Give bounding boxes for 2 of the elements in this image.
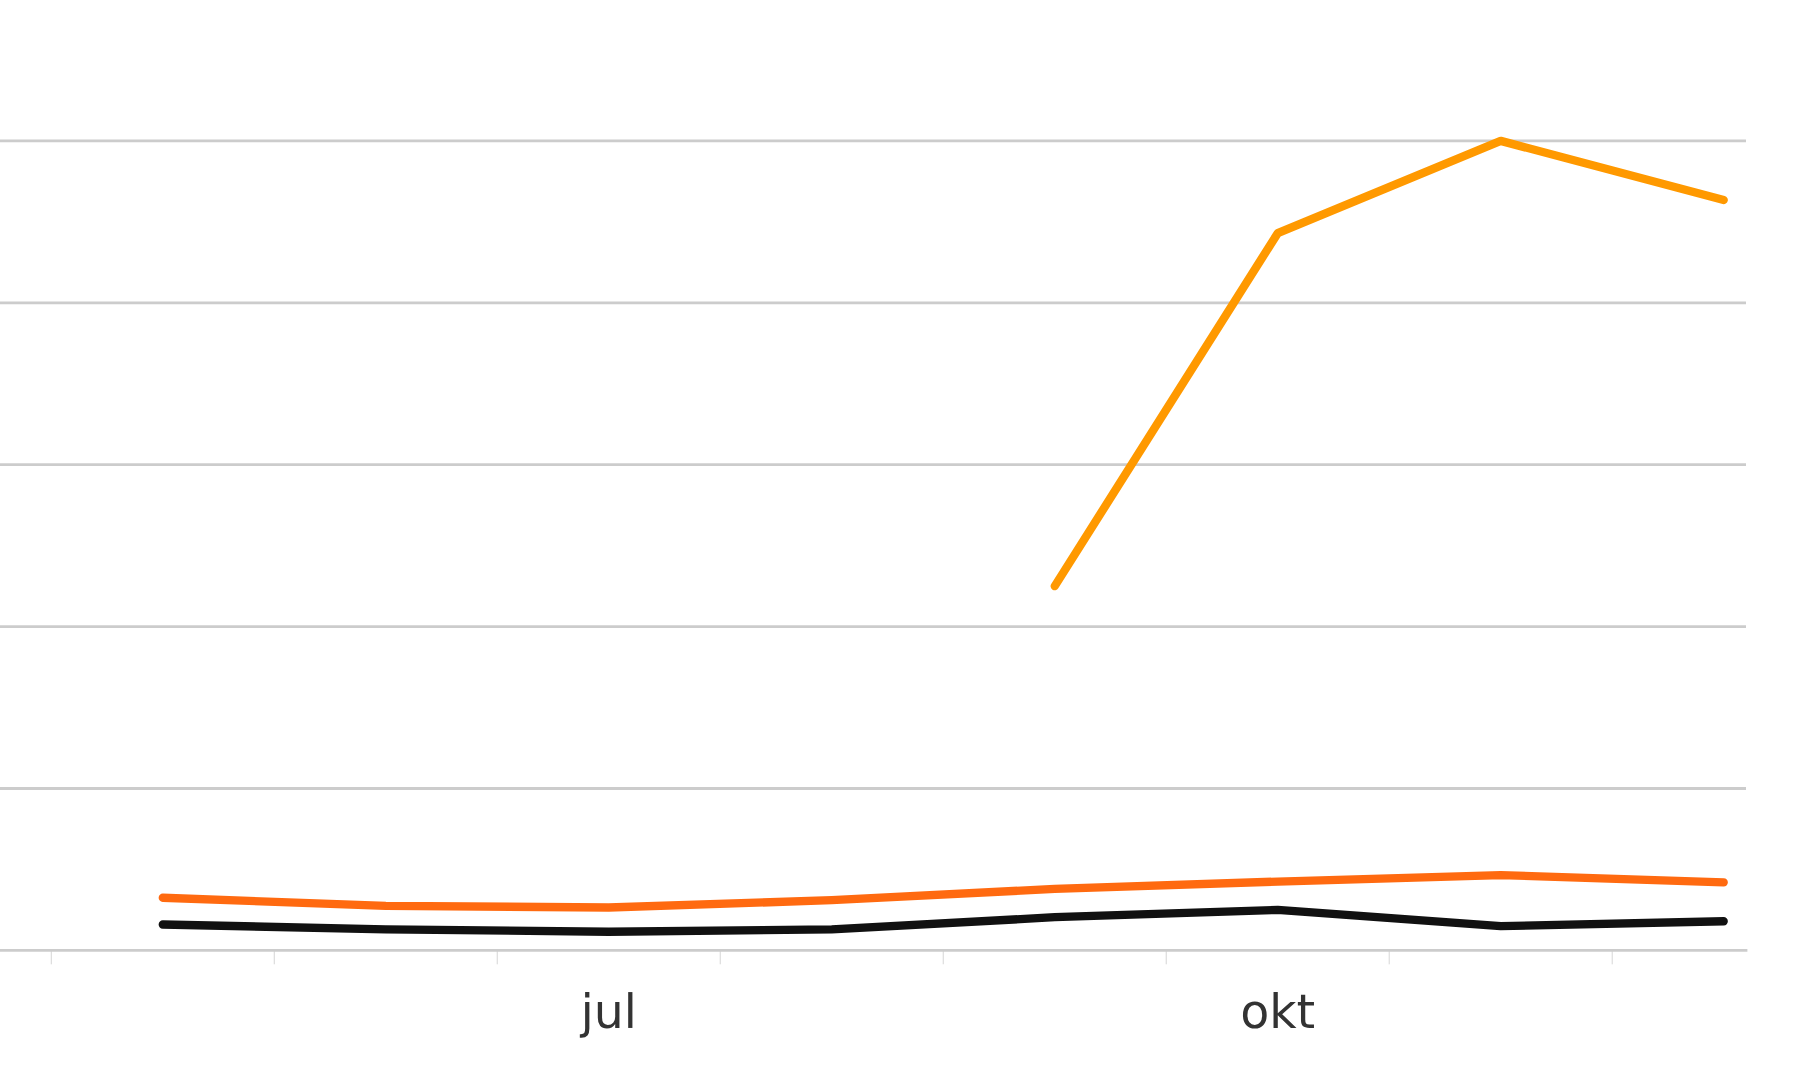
x-tick-label: jul xyxy=(579,992,633,1038)
x-tick-label: okt xyxy=(1242,992,1314,1029)
